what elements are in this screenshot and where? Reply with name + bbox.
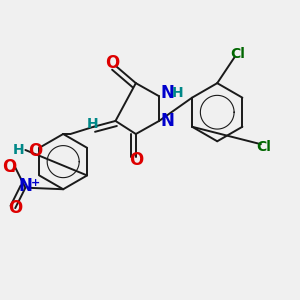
- Text: O: O: [8, 199, 22, 217]
- Text: O: O: [2, 158, 17, 176]
- Text: +: +: [31, 178, 40, 188]
- Text: O: O: [28, 142, 43, 160]
- Text: -: -: [8, 163, 14, 178]
- Text: O: O: [106, 54, 120, 72]
- Text: N: N: [19, 177, 32, 195]
- Text: N: N: [160, 112, 174, 130]
- Text: Cl: Cl: [230, 47, 245, 61]
- Text: H: H: [86, 117, 98, 131]
- Text: H: H: [13, 143, 25, 157]
- Text: Cl: Cl: [256, 140, 271, 154]
- Text: H: H: [172, 86, 184, 100]
- Text: O: O: [129, 151, 143, 169]
- Text: N: N: [160, 84, 174, 102]
